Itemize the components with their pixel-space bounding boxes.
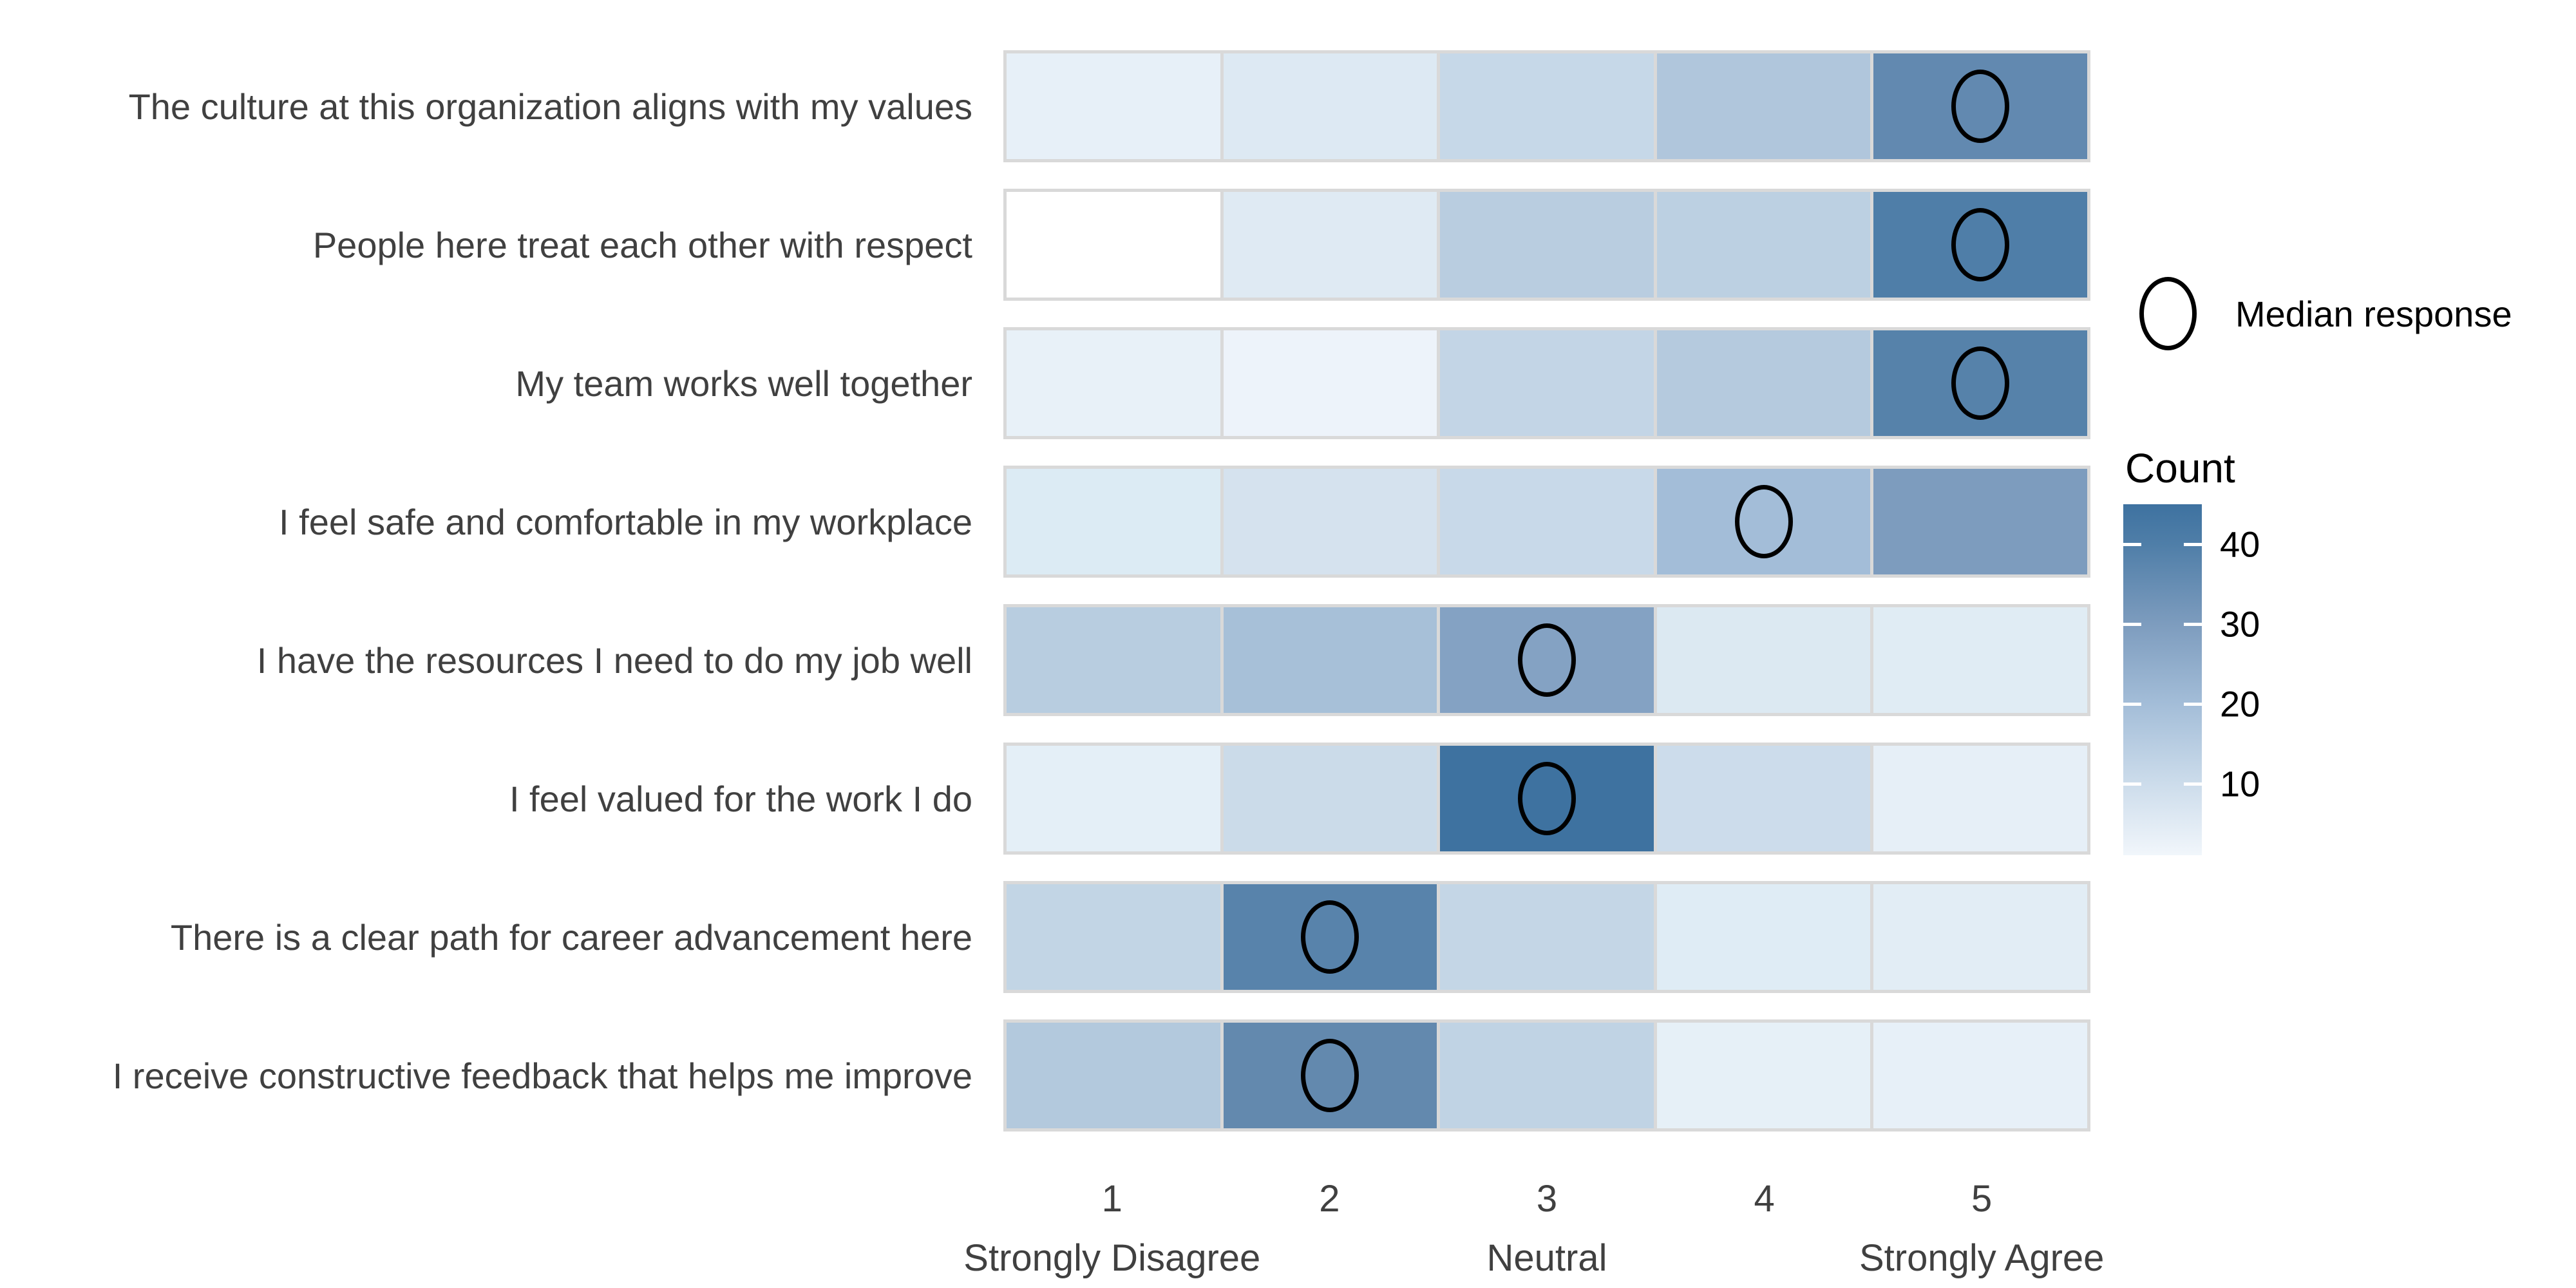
heatmap-cell — [1873, 607, 2087, 713]
row-label: My team works well together — [515, 363, 972, 404]
heatmap-cell — [1873, 330, 2087, 436]
row-label: The culture at this organization aligns … — [128, 86, 972, 127]
heatmap-row: My team works well together — [0, 327, 2090, 439]
colorbar-tick-label: 10 — [2220, 763, 2260, 804]
heatmap-cell — [1223, 1023, 1437, 1128]
row-strip — [1003, 1019, 2090, 1132]
median-marker — [1734, 485, 1793, 558]
heatmap-cell — [1223, 746, 1437, 851]
heatmap-row: The culture at this organization aligns … — [0, 50, 2090, 162]
heatmap-cell — [1656, 192, 1871, 298]
median-marker — [1951, 70, 2010, 143]
colorbar-tick-mark — [2123, 702, 2141, 706]
heatmap-cell — [1873, 884, 2087, 990]
heatmap-row: I feel valued for the work I do — [0, 743, 2090, 855]
heatmap-cell — [1007, 53, 1220, 159]
row-label: People here treat each other with respec… — [312, 224, 972, 265]
heatmap-cell — [1873, 1023, 2087, 1128]
colorbar-tick-mark — [2184, 622, 2202, 626]
row-strip — [1003, 743, 2090, 855]
row-label: There is a clear path for career advance… — [170, 916, 972, 958]
heatmap-cell — [1007, 1023, 1220, 1128]
heatmap-cell — [1873, 469, 2087, 574]
heatmap-cell — [1440, 53, 1654, 159]
heatmap-cell — [1223, 884, 1437, 990]
heatmap-row: I feel safe and comfortable in my workpl… — [0, 466, 2090, 578]
heatmap-row: I have the resources I need to do my job… — [0, 604, 2090, 716]
heatmap-cell — [1440, 607, 1654, 713]
row-strip — [1003, 466, 2090, 578]
heatmap-cell — [1223, 469, 1437, 574]
heatmap-row: I receive constructive feedback that hel… — [0, 1019, 2090, 1132]
heatmap-row: People here treat each other with respec… — [0, 189, 2090, 301]
median-marker — [1517, 623, 1576, 697]
heatmap-cell — [1007, 746, 1220, 851]
colorbar-tick-mark — [2123, 542, 2141, 546]
heatmap-cell — [1440, 330, 1654, 436]
heatmap-cell — [1656, 1023, 1871, 1128]
heatmap-cell — [1440, 746, 1654, 851]
row-strip — [1003, 604, 2090, 716]
row-label: I have the resources I need to do my job… — [256, 639, 972, 681]
heatmap-cell — [1440, 884, 1654, 990]
colorbar-tick-label: 40 — [2220, 524, 2260, 565]
median-marker — [1951, 346, 2010, 420]
row-strip — [1003, 50, 2090, 162]
median-marker — [1301, 900, 1359, 974]
row-strip — [1003, 189, 2090, 301]
heatmap-cell — [1223, 192, 1437, 298]
heatmap-cell — [1007, 192, 1220, 298]
x-axis-tick: 5 — [1971, 1178, 1993, 1220]
x-axis-tick: 3 — [1536, 1178, 1558, 1220]
heatmap-cell — [1007, 884, 1220, 990]
row-label: I feel safe and comfortable in my workpl… — [279, 501, 972, 542]
heatmap-cell — [1656, 607, 1871, 713]
heatmap-cell — [1656, 746, 1871, 851]
colorbar-tick-mark — [2184, 782, 2202, 786]
x-axis-sublabel: Neutral — [1486, 1237, 1607, 1279]
heatmap-cell — [1007, 330, 1220, 436]
row-strip — [1003, 881, 2090, 993]
row-strip — [1003, 327, 2090, 439]
heatmap-cell — [1007, 469, 1220, 574]
x-axis-tick: 4 — [1754, 1178, 1775, 1220]
colorbar-tick-mark — [2123, 622, 2141, 626]
x-axis-tick: 2 — [1319, 1178, 1340, 1220]
x-axis-sublabel: Strongly Agree — [1859, 1237, 2105, 1279]
heatmap-cell — [1656, 884, 1871, 990]
row-label: I feel valued for the work I do — [509, 778, 972, 819]
colorbar-title: Count — [2125, 445, 2235, 491]
median-marker — [1517, 762, 1576, 835]
heatmap-cell — [1873, 192, 2087, 298]
colorbar-tick-mark — [2123, 782, 2141, 786]
row-label: I receive constructive feedback that hel… — [112, 1055, 972, 1096]
median-legend-label: Median response — [2235, 293, 2512, 334]
heatmap-cell — [1223, 330, 1437, 436]
median-marker — [1951, 208, 2010, 281]
heatmap-cell — [1656, 53, 1871, 159]
heatmap-cell — [1440, 1023, 1654, 1128]
heatmap-cell — [1223, 53, 1437, 159]
heatmap-cell — [1007, 607, 1220, 713]
heatmap-cell — [1440, 192, 1654, 298]
heatmap-cell — [1223, 607, 1437, 713]
colorbar-tick-label: 30 — [2220, 603, 2260, 645]
heatmap-cell — [1440, 469, 1654, 574]
heatmap-cell — [1656, 469, 1871, 574]
colorbar-tick-label: 20 — [2220, 683, 2260, 724]
heatmap-cell — [1873, 53, 2087, 159]
x-axis-tick: 1 — [1101, 1178, 1122, 1220]
median-legend: Median response — [2139, 277, 2512, 350]
median-legend-circle-icon — [2139, 277, 2197, 350]
count-colorbar: 40 30 20 10 — [2123, 504, 2260, 855]
heatmap-cell — [1656, 330, 1871, 436]
heatmap-cell — [1873, 746, 2087, 851]
colorbar-tick-mark — [2184, 702, 2202, 706]
x-axis-sublabel: Strongly Disagree — [963, 1237, 1261, 1279]
colorbar-tick-mark — [2184, 542, 2202, 546]
median-marker — [1301, 1039, 1359, 1112]
heatmap-row: There is a clear path for career advance… — [0, 881, 2090, 993]
